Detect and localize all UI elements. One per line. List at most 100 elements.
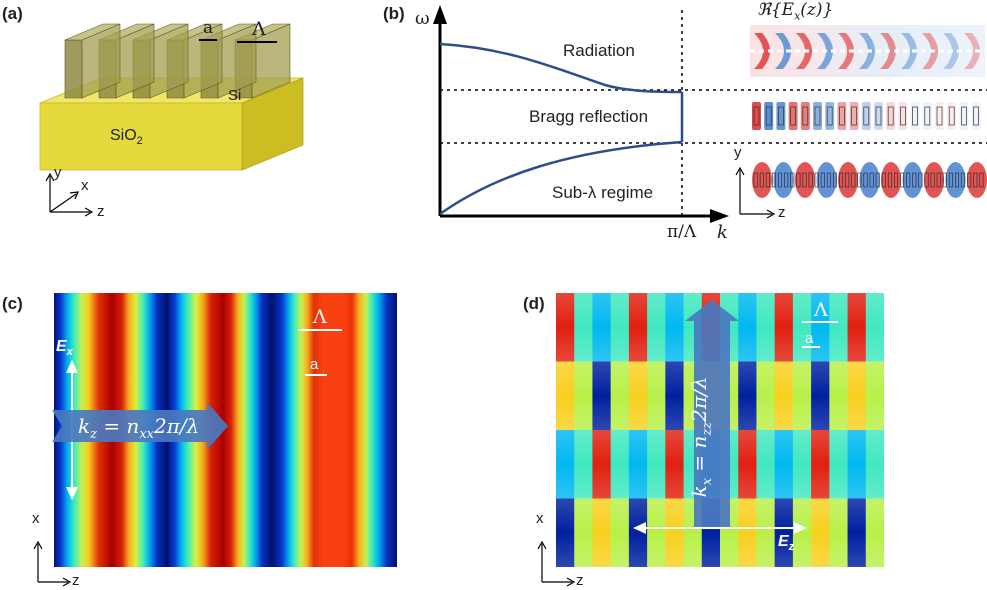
sub-lambda-segment: [887, 172, 892, 188]
sub-lambda-segment: [753, 172, 758, 188]
sub-lambda-segment: [857, 172, 862, 188]
bragg-cell: [898, 102, 908, 130]
radiation-lobe: [922, 33, 938, 69]
axis-c-z: z: [72, 572, 80, 589]
sub-lambda-segment: [942, 172, 947, 188]
sub-lambda-segment: [936, 172, 941, 188]
bragg-cell: [776, 102, 786, 130]
label-period: Λ: [252, 18, 266, 40]
bragg-segment: [765, 106, 772, 126]
sub-lambda-segment: [784, 172, 789, 188]
panel-c-label: (c): [2, 294, 23, 313]
label-sio2: SiO2: [110, 127, 143, 147]
bragg-cell: [849, 102, 859, 130]
sub-lambda-lobe: [795, 162, 815, 198]
bragg-segment: [814, 106, 821, 126]
e-field-d-sub: z: [788, 541, 795, 554]
bragg-segment: [778, 106, 784, 126]
field-d-overlay: [633, 300, 838, 534]
sub-lambda-segment: [845, 172, 850, 188]
sub-lambda-segment: [955, 172, 960, 188]
k-c-text: k: [78, 414, 91, 438]
sub-lambda-segment: [979, 172, 984, 188]
field-map-radiation: [750, 25, 985, 77]
sub-lambda-segment: [881, 172, 886, 188]
bragg-cell: [837, 102, 847, 130]
sub-lambda-segment: [851, 172, 856, 188]
sub-lambda-segment: [759, 172, 764, 188]
sub-lambda-lobe: [881, 162, 901, 198]
omega-label: ω: [415, 8, 430, 29]
sub-lambda-segment: [973, 172, 978, 188]
field-title-sub: x: [794, 9, 801, 23]
e-field-d-text: E: [778, 533, 789, 550]
axis-c-x: x: [32, 510, 40, 527]
radiation-lobe: [880, 33, 896, 69]
field-map-sub-lambda: [750, 158, 987, 202]
a-d: a: [805, 330, 814, 347]
band-diagram: [433, 5, 987, 223]
field-title: ℜ{Ex(z)}: [757, 0, 833, 22]
radiation-lobe: [964, 33, 980, 69]
bragg-cell: [874, 102, 883, 130]
k-label: k: [717, 222, 728, 243]
sub-lambda-segment: [820, 172, 825, 188]
field-title-text: ℜ{E: [757, 0, 795, 20]
bragg-segment: [851, 106, 857, 126]
radiation-label: Radiation: [563, 41, 635, 60]
axis-a-z: z: [97, 203, 105, 220]
e-field-d: Ez: [778, 533, 794, 553]
radiation-lobe: [859, 33, 875, 69]
bragg-cell: [788, 102, 798, 130]
bragg-label: Bragg reflection: [529, 107, 649, 126]
k-equation-c: kz = nxx2π/λ: [78, 414, 199, 442]
sub-lambda-segment: [961, 172, 966, 188]
axes-b-icon: [735, 166, 776, 219]
bragg-cell: [861, 102, 871, 130]
bragg-segment: [961, 106, 967, 126]
bragg-segment: [936, 106, 943, 126]
k-d-eq: = n: [687, 435, 711, 478]
bragg-cell: [813, 102, 822, 130]
bragg-segment: [863, 106, 870, 126]
sub-lambda-label: Sub-λ regime: [552, 183, 654, 202]
bragg-segment: [875, 106, 882, 126]
sub-lambda-segment: [863, 172, 868, 188]
axis-b-z: z: [778, 204, 786, 221]
k-c-tail: 2π/λ: [154, 414, 200, 438]
grating-bar-top: [64, 23, 121, 41]
panel-a-label: (a): [2, 4, 23, 23]
field-map-bragg: [750, 98, 985, 134]
axes-d-icon: [537, 540, 576, 587]
bragg-cell: [947, 102, 957, 130]
sio2-sub: 2: [136, 135, 143, 148]
k-equation-d: kx = nzz2π/λ: [687, 322, 715, 552]
period-c: Λ: [313, 306, 327, 328]
sub-lambda-segment: [967, 172, 972, 188]
pi-over-lambda-label: π/Λ: [667, 222, 697, 242]
k-d-tail: 2π/λ: [687, 376, 711, 422]
sub-lambda-segment: [918, 172, 923, 188]
sub-lambda-segment: [924, 172, 929, 188]
radiation-lobe: [775, 33, 791, 69]
bragg-cell: [959, 102, 969, 130]
sub-lambda-segment: [875, 172, 880, 188]
sub-lambda-lobe: [859, 162, 880, 198]
k-d-text: k: [687, 485, 711, 498]
e-field-c-text: E: [56, 338, 67, 355]
sub-lambda-lobe: [838, 162, 858, 198]
radiation-lobe: [901, 33, 917, 69]
sub-lambda-segment: [814, 172, 819, 188]
sub-lambda-segment: [930, 172, 935, 188]
panel-d-label: (d): [523, 294, 545, 313]
sub-lambda-segment: [778, 172, 783, 188]
sub-lambda-segment: [839, 172, 844, 188]
sub-lambda-lobe: [752, 162, 772, 198]
k-c-sub: z: [90, 427, 97, 442]
axis-b-y: y: [734, 144, 742, 161]
bragg-cell: [935, 102, 944, 130]
bragg-segment: [802, 106, 809, 126]
sub-lambda-segment: [808, 172, 813, 188]
sub-lambda-segment: [765, 172, 770, 188]
sub-lambda-segment: [796, 172, 801, 188]
